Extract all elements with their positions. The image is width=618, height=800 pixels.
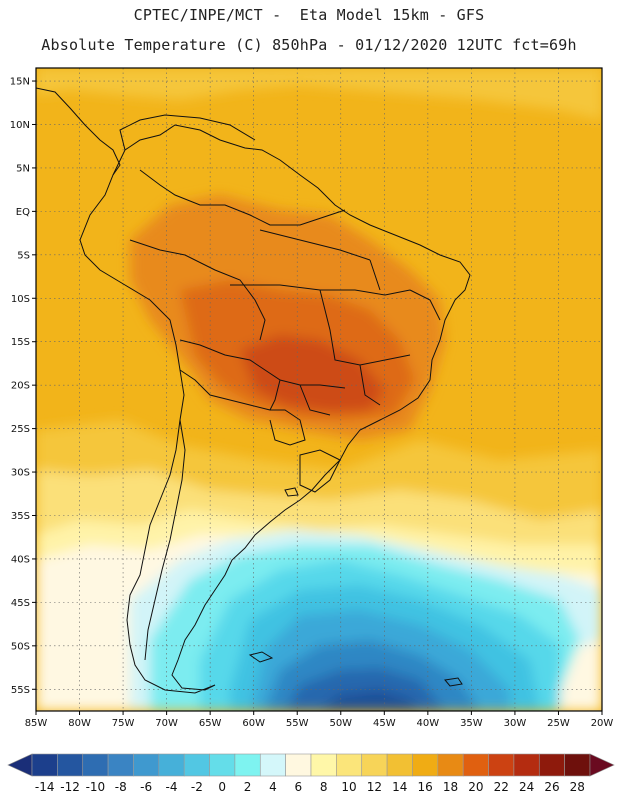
colorbar-segment: [462, 753, 489, 777]
lat-tick-label: 10N: [10, 120, 30, 131]
colorbar-label: 6: [294, 780, 302, 794]
colorbar-segment: [386, 753, 413, 777]
colorbar-label: -2: [191, 780, 203, 794]
field-m8: [320, 690, 420, 711]
colorbar-high-arrow: [589, 753, 615, 777]
colorbar-label: 20: [468, 780, 483, 794]
lat-tick-label: 5N: [16, 163, 30, 174]
islands: [248, 487, 463, 687]
colorbar-label: 4: [269, 780, 277, 794]
colorbar-segment: [513, 753, 540, 777]
lon-tick-label: 20W: [591, 718, 614, 729]
colorbar-segment: [310, 753, 337, 777]
colorbar-label: 18: [443, 780, 458, 794]
colorbar-segment: [158, 753, 185, 777]
colorbar-label: 16: [417, 780, 432, 794]
colorbar-label: -8: [115, 780, 127, 794]
colorbar-label: 2: [244, 780, 252, 794]
lat-tick-label: 50S: [11, 641, 30, 652]
lat-tick-label: EQ: [16, 207, 30, 218]
lon-tick-label: 80W: [68, 718, 91, 729]
lon-tick-label: 65W: [199, 718, 222, 729]
lat-tick-label: 5S: [17, 250, 30, 261]
colorbar-label: -4: [166, 780, 178, 794]
title-line-1: CPTEC/INPE/MCT - Eta Model 15km - GFS: [133, 6, 485, 24]
colorbar-segment: [82, 753, 109, 777]
colorbar-label: -12: [60, 780, 80, 794]
colorbar-segment: [107, 753, 134, 777]
colorbar-segment: [133, 753, 160, 777]
lon-tick-label: 85W: [25, 718, 48, 729]
colorbar-segment: [209, 753, 236, 777]
lon-tick-label: 45W: [373, 718, 396, 729]
colorbar: -14 -12 -10 -8 -6 -4 -2 0 2 4 6 8 10 12 14 16 18 20 22 24 26…: [7, 753, 615, 794]
colorbar-label: 26: [544, 780, 559, 794]
coastline: [36, 87, 471, 694]
grid-lines: [36, 68, 602, 711]
colorbar-segment: [564, 753, 591, 777]
colorbar-segment: [336, 753, 363, 777]
colorbar-label: 8: [320, 780, 328, 794]
south-america-coastline: [79, 124, 471, 694]
border-colombia-venezuela: [139, 169, 346, 226]
colorbar-label: -14: [35, 780, 55, 794]
title-line-2: Absolute Temperature (C) 850hPa - 01/12/…: [41, 36, 577, 54]
border-bolivia: [179, 339, 281, 411]
colorbar-label: 22: [494, 780, 509, 794]
border-paraguay: [269, 409, 306, 446]
colorbar-label: 14: [392, 780, 407, 794]
caribbean-coast: [119, 114, 256, 151]
lon-tick-label: 60W: [242, 718, 265, 729]
colorbar-segment: [412, 753, 439, 777]
lon-tick-label: 30W: [504, 718, 527, 729]
colorbar-segment: [285, 753, 312, 777]
lon-tick-label: 50W: [329, 718, 352, 729]
latitude-axis: 15N 10N 5N EQ 5S 10S 15S 20S 25S 30S 35S 40S 45S 50S 5…: [10, 77, 36, 696]
colorbar-label: -10: [86, 780, 106, 794]
colorbar-segment: [57, 753, 84, 777]
colorbar-label: 0: [218, 780, 226, 794]
border-uruguay: [299, 449, 341, 493]
colorbar-segment: [538, 753, 565, 777]
colorbar-segment: [259, 753, 286, 777]
central-america: [36, 87, 121, 176]
lon-tick-label: 55W: [286, 718, 309, 729]
lon-tick-label: 70W: [155, 718, 178, 729]
field-24: [240, 335, 385, 412]
border-peru-brazil: [129, 239, 266, 341]
lat-tick-label: 55S: [11, 685, 30, 696]
lat-tick-label: 30S: [11, 468, 30, 479]
lat-tick-label: 40S: [11, 554, 30, 565]
longitude-axis: 85W 80W 75W 70W 65W 60W 55W 50W 45W 40W 35W 30W 25W 2…: [25, 711, 614, 729]
colorbar-segment: [488, 753, 515, 777]
lat-tick-label: 45S: [11, 598, 30, 609]
lon-tick-label: 75W: [112, 718, 135, 729]
colorbar-label: 24: [519, 780, 534, 794]
colorbar-segment: [183, 753, 210, 777]
lat-tick-label: 25S: [11, 424, 30, 435]
colorbar-segment: [31, 753, 58, 777]
colorbar-label: -6: [140, 780, 152, 794]
lat-tick-label: 15S: [11, 337, 30, 348]
lon-tick-label: 35W: [460, 718, 483, 729]
colorbar-label: 12: [367, 780, 382, 794]
colorbar-segment: [361, 753, 388, 777]
map-frame: [35, 67, 603, 712]
colorbar-label: 10: [341, 780, 356, 794]
lat-tick-label: 15N: [10, 77, 30, 88]
temperature-field: [36, 68, 602, 711]
lon-tick-label: 25W: [547, 718, 570, 729]
colorbar-label: 28: [570, 780, 585, 794]
colorbar-segment: [437, 753, 464, 777]
colorbar-segment: [234, 753, 261, 777]
lat-tick-label: 35S: [11, 511, 30, 522]
brazil-states: [230, 229, 441, 416]
colorbar-low-arrow: [7, 753, 33, 777]
lat-tick-label: 10S: [11, 294, 30, 305]
border-argentina-chile: [144, 419, 186, 661]
lat-tick-label: 20S: [11, 381, 30, 392]
lon-tick-label: 40W: [417, 718, 440, 729]
